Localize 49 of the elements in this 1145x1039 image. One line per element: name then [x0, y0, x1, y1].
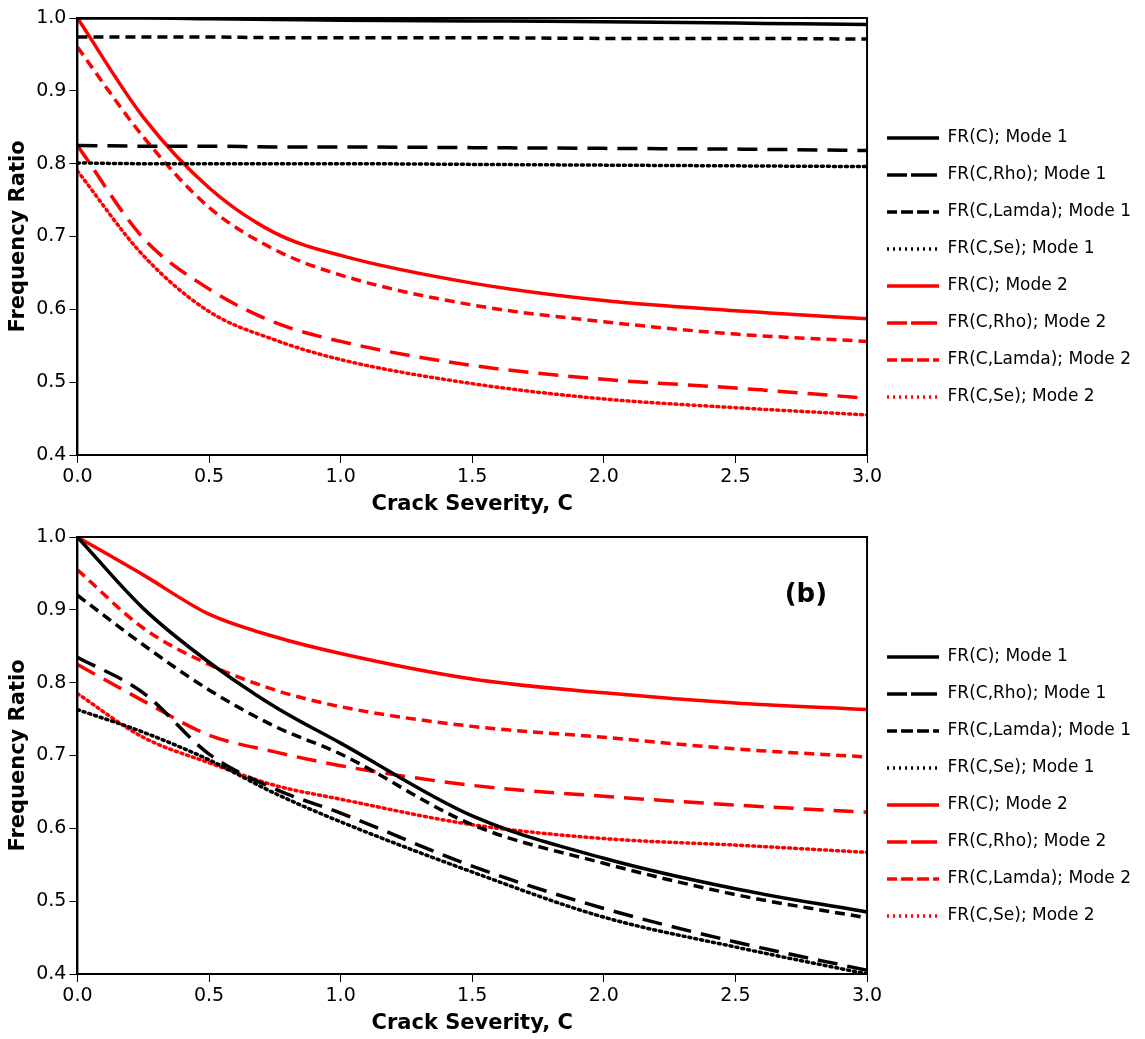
annotation: (b)	[784, 577, 828, 608]
x-tick-label: 1.0	[325, 983, 356, 1006]
legend-label: FR(C); Mode 1	[947, 645, 1068, 666]
x-tick-label: 3.0	[851, 464, 883, 487]
y-tick-label: 0.9	[36, 77, 67, 100]
x-tick-label: 3.0	[851, 983, 883, 1006]
legend-label: FR(C,Rho); Mode 1	[947, 682, 1107, 703]
legend-label: FR(C,Se); Mode 2	[947, 385, 1095, 406]
y-tick-label: 0.6	[36, 296, 67, 319]
x-tick-label: 2.5	[720, 983, 751, 1006]
legend-label: FR(C); Mode 1	[947, 126, 1068, 147]
legend-label: FR(C,Se); Mode 1	[947, 756, 1095, 777]
x-tick-label: 1.5	[457, 983, 488, 1006]
x-tick-label: 2.0	[588, 464, 619, 487]
x-tick-label: 0.5	[193, 983, 225, 1006]
x-tick-label: 1.5	[457, 464, 488, 487]
legend-label: FR(C,Rho); Mode 1	[947, 163, 1107, 184]
legend-label: FR(C); Mode 2	[947, 274, 1068, 295]
legend-label: FR(C,Rho); Mode 2	[947, 311, 1107, 332]
legend-label: FR(C,Se); Mode 2	[947, 904, 1095, 925]
y-tick-label: 0.9	[36, 596, 67, 619]
y-axis-title: Frequency Ratio	[5, 140, 30, 333]
y-tick-label: 1.0	[36, 4, 67, 27]
x-tick-label: 0.0	[62, 464, 93, 487]
y-tick-label: 0.5	[36, 888, 67, 911]
y-tick-label: 0.7	[36, 223, 67, 246]
x-axis-title: Crack Severity, C	[371, 1009, 573, 1034]
legend-label: FR(C,Lamda); Mode 2	[947, 867, 1132, 888]
x-tick-label: 1.0	[325, 464, 356, 487]
x-tick-label: 2.5	[720, 464, 751, 487]
y-axis-title: Frequency Ratio	[5, 659, 30, 852]
x-tick-label: 0.5	[193, 464, 225, 487]
y-tick-label: 0.6	[36, 815, 67, 838]
y-tick-label: 0.4	[36, 441, 67, 464]
y-tick-label: 1.0	[36, 523, 67, 546]
y-tick-label: 0.5	[36, 369, 67, 392]
legend-label: FR(C,Rho); Mode 2	[947, 830, 1107, 851]
y-tick-label: 0.4	[36, 960, 67, 983]
y-tick-label: 0.7	[36, 742, 67, 765]
x-tick-label: 0.0	[62, 983, 93, 1006]
legend-label: FR(C,Se); Mode 1	[947, 237, 1095, 258]
y-tick-label: 0.8	[36, 669, 67, 692]
x-axis-title: Crack Severity, C	[371, 490, 573, 515]
y-tick-label: 0.8	[36, 150, 67, 173]
x-tick-label: 2.0	[588, 983, 619, 1006]
legend-label: FR(C,Lamda); Mode 1	[947, 719, 1132, 740]
legend-label: FR(C,Lamda); Mode 2	[947, 348, 1132, 369]
legend-label: FR(C,Lamda); Mode 1	[947, 200, 1132, 221]
legend-label: FR(C); Mode 2	[947, 793, 1068, 814]
